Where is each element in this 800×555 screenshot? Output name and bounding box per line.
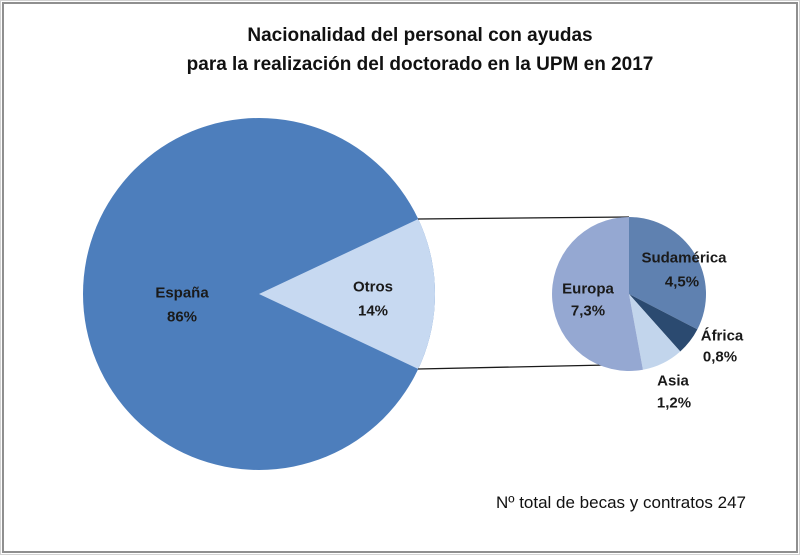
chart-title-line1: Nacionalidad del personal con ayudas	[247, 25, 593, 46]
connector-line-1	[417, 216, 630, 220]
slice-pct-label-espana: 86%	[167, 309, 197, 326]
slice-sudamerica	[629, 217, 707, 330]
slice-europa	[552, 217, 643, 371]
slice-pct-label-africa: 0,8%	[703, 349, 737, 366]
chart-title: Nacionalidad del personal con ayudas par…	[41, 21, 799, 79]
slice-label-africa: África	[701, 328, 744, 345]
slice-africa	[629, 294, 698, 352]
slice-label-espana: España	[155, 285, 209, 302]
slice-pct-label-otros: 14%	[358, 303, 388, 320]
slice-label-europa: Europa	[562, 281, 614, 298]
total-note: Nº total de becas y contratos 247	[495, 493, 747, 512]
slice-label-asia: Asia	[657, 373, 689, 390]
slice-label-sudamerica: Sudamérica	[641, 250, 727, 267]
slice-otros	[259, 219, 436, 369]
slice-pct-label-sudamerica: 4,5%	[665, 274, 699, 291]
chart-title-line2: para la realización del doctorado en la …	[186, 54, 654, 75]
slice-label-otros: Otros	[353, 279, 393, 296]
slice-pct-label-europa: 7,3%	[571, 303, 605, 320]
connector-line-2	[417, 364, 608, 370]
slice-asia	[629, 294, 681, 370]
slice-pct-label-asia: 1,2%	[657, 395, 691, 412]
